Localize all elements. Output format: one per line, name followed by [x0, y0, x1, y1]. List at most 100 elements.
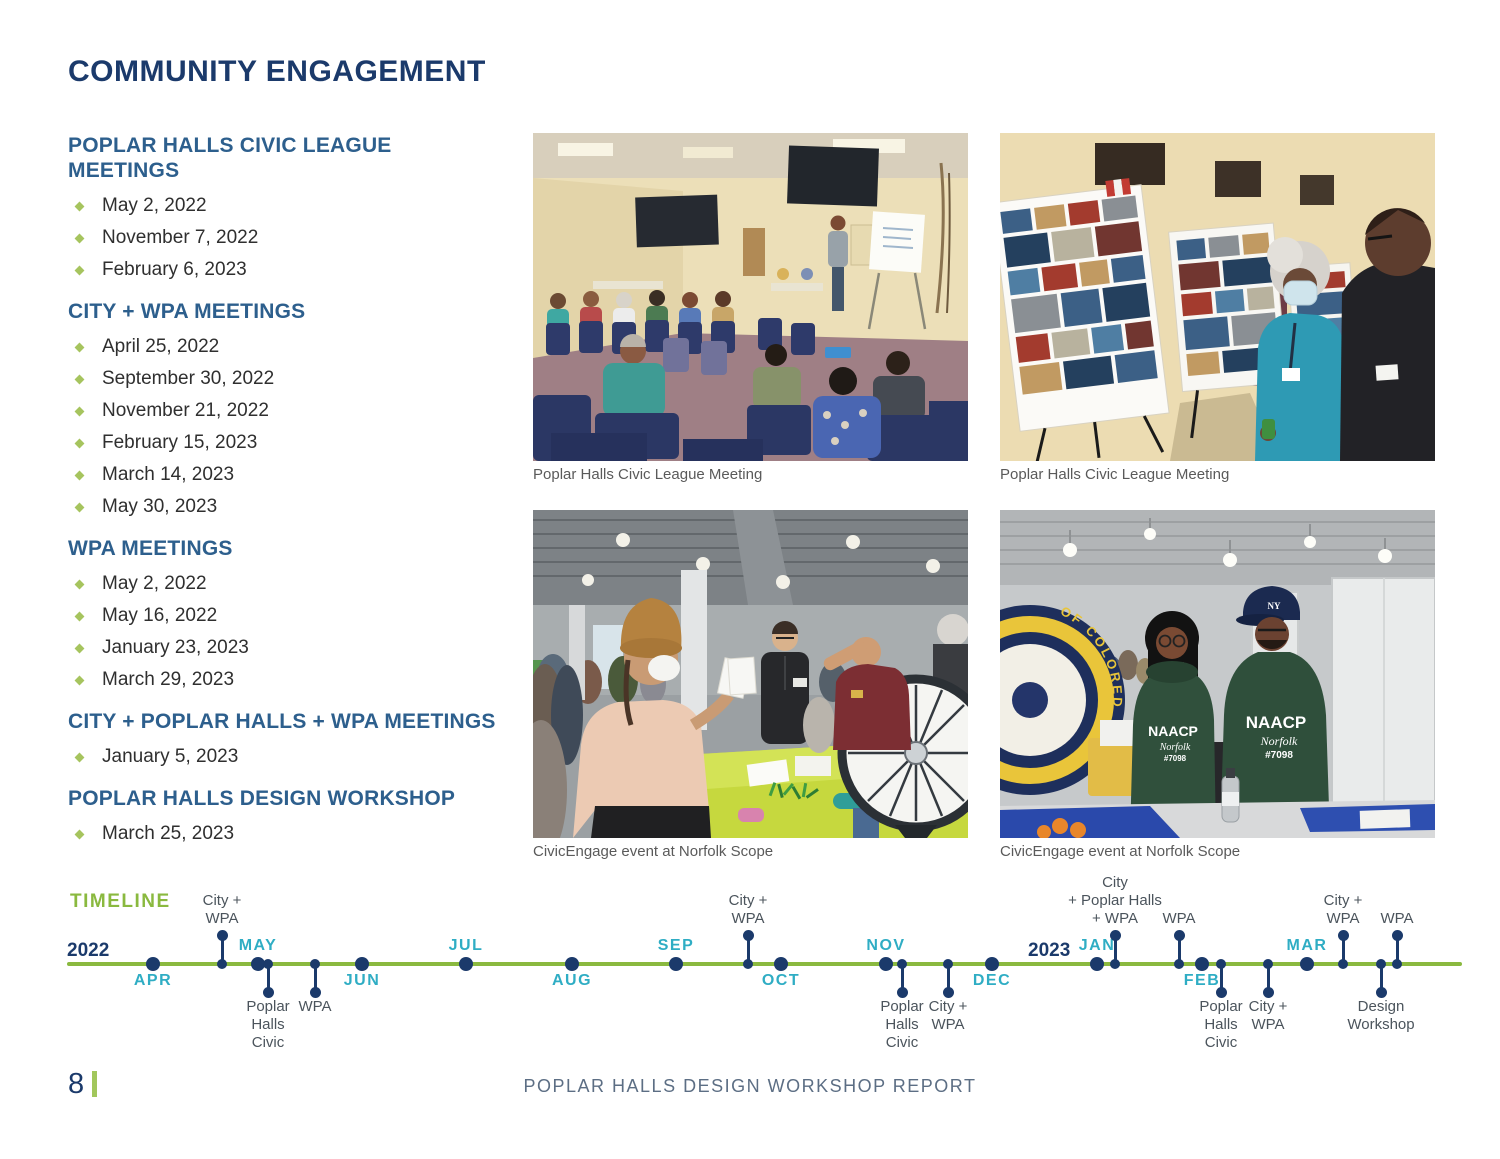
date-item: March 29, 2023 [68, 664, 508, 696]
hoodie-text-chapter: #7098 [1164, 754, 1187, 763]
event-stem [220, 936, 224, 964]
event-end-dot [1262, 987, 1274, 998]
event-label: Poplar Halls Civic [837, 998, 967, 1052]
event-dot [1392, 959, 1402, 969]
event-stem [946, 964, 950, 992]
wall-tv-icon [635, 145, 879, 248]
hoodie-text-naacp: NAACP [1148, 723, 1198, 739]
month-label: FEB [1183, 972, 1221, 989]
date-label: January 5, 2023 [102, 746, 239, 767]
event-end-dot [309, 987, 321, 998]
event-end-dot [1215, 987, 1227, 998]
month-dot [1300, 957, 1314, 971]
date-label: March 14, 2023 [102, 464, 235, 485]
bullet-diamond-icon [74, 579, 85, 589]
event-label-line: Poplar [246, 998, 290, 1015]
date-list: April 25, 2022 September 30, 2022 November… [68, 331, 508, 523]
event-label: City + WPA [683, 892, 813, 928]
event-dot [1110, 959, 1120, 969]
man-in-black-figure [761, 621, 809, 744]
woman-with-beanie-figure [573, 598, 757, 838]
event-label: Poplar Halls Civic [1156, 998, 1286, 1052]
event-label: Design Workshop [1316, 998, 1446, 1034]
bullet-diamond-icon [74, 643, 85, 653]
photo-collage-board-2 [1168, 222, 1288, 439]
date-label: March 25, 2023 [102, 823, 235, 844]
bullet-diamond-icon [74, 502, 85, 512]
event-label-line: City [1102, 874, 1128, 891]
event-label-line: Poplar [1199, 998, 1243, 1015]
bullet-diamond-icon [74, 611, 85, 621]
event-label-line: WPA [1380, 910, 1414, 927]
event-label: City + Poplar Halls + WPA [1050, 874, 1180, 928]
meeting-sections: POPLAR HALLS CIVIC LEAGUE MEETINGS May 2,… [68, 128, 508, 850]
bullet-diamond-icon [74, 233, 85, 243]
event-end-dot [1337, 930, 1349, 941]
month-dot [459, 957, 473, 971]
section-heading: POPLAR HALLS CIVIC LEAGUE MEETINGS [68, 134, 392, 182]
date-item: May 2, 2022 [68, 568, 508, 600]
presenter-figure [828, 215, 848, 311]
event-end-dot [1109, 930, 1121, 941]
event-stem [266, 964, 270, 992]
month-dot [1090, 957, 1104, 971]
photo-civic-league-meeting-1 [533, 133, 968, 461]
event-stem [313, 964, 317, 992]
month-dot [251, 957, 265, 971]
section-heading: WPA MEETINGS [68, 537, 233, 560]
meeting-room-illustration [533, 133, 968, 461]
civicengage-event-illustration [533, 510, 968, 838]
event-label-line: WPA [1162, 910, 1196, 927]
month-label: JUN [343, 972, 381, 989]
date-label: November 7, 2022 [102, 227, 259, 248]
event-label-line: Civic [251, 1034, 285, 1051]
event-label-line: WPA [205, 910, 239, 927]
event-stem [1266, 964, 1270, 992]
date-label: April 25, 2022 [102, 336, 220, 357]
event-label: WPA [1114, 910, 1244, 928]
timeline-year-label: 2023 [1028, 940, 1071, 961]
month-dot [355, 957, 369, 971]
bullet-diamond-icon [74, 265, 85, 275]
event-end-dot [1375, 987, 1387, 998]
event-label-line: Poplar [880, 998, 924, 1015]
event-dot [1174, 959, 1184, 969]
event-dot [743, 959, 753, 969]
date-item: January 5, 2023 [68, 741, 508, 773]
date-item: May 16, 2022 [68, 600, 508, 632]
bullet-diamond-icon [74, 470, 85, 480]
month-label: NOV [866, 937, 906, 954]
timeline: TIMELINE 2022 2023 APR MAY JUN JUL AUG SEP OCT N… [0, 870, 1500, 1070]
date-list: May 2, 2022 November 7, 2022 February 6, 2… [68, 190, 508, 286]
date-list: January 5, 2023 [68, 741, 508, 773]
event-dot [1338, 959, 1348, 969]
event-label-line: City + [1248, 998, 1288, 1015]
timeline-year-label: 2022 [67, 940, 110, 961]
date-label: February 15, 2023 [102, 432, 258, 453]
bullet-diamond-icon [74, 752, 85, 762]
date-item: September 30, 2022 [68, 363, 508, 395]
event-stem [1379, 964, 1383, 992]
photo-caption: Poplar Halls Civic League Meeting [533, 466, 763, 483]
month-dot [565, 957, 579, 971]
month-label: APR [133, 972, 173, 989]
event-label: City + WPA [157, 892, 287, 928]
date-item: February 6, 2023 [68, 254, 508, 286]
event-label-line: Halls [251, 1016, 285, 1033]
flip-chart [867, 211, 927, 330]
man-in-hoodie-figure: NY NAACP Norfolk #7098 [1220, 586, 1330, 838]
naacp-table-illustration: OF COLORED NAACP Norfolk #7098 [1000, 510, 1435, 838]
left-crowd [533, 664, 583, 838]
date-item: February 15, 2023 [68, 427, 508, 459]
month-dot [879, 957, 893, 971]
event-label-line: + Poplar Halls [1068, 892, 1162, 909]
woman-with-mask-figure [1255, 237, 1344, 461]
date-item: March 25, 2023 [68, 818, 508, 850]
photo-civicengage-event-1 [533, 510, 968, 838]
hoodie-text-norfolk: Norfolk [1159, 742, 1191, 753]
month-dot [774, 957, 788, 971]
bullet-diamond-icon [74, 675, 85, 685]
bullet-diamond-icon [74, 342, 85, 352]
event-label-line: City + [728, 892, 768, 909]
event-end-dot [942, 987, 954, 998]
